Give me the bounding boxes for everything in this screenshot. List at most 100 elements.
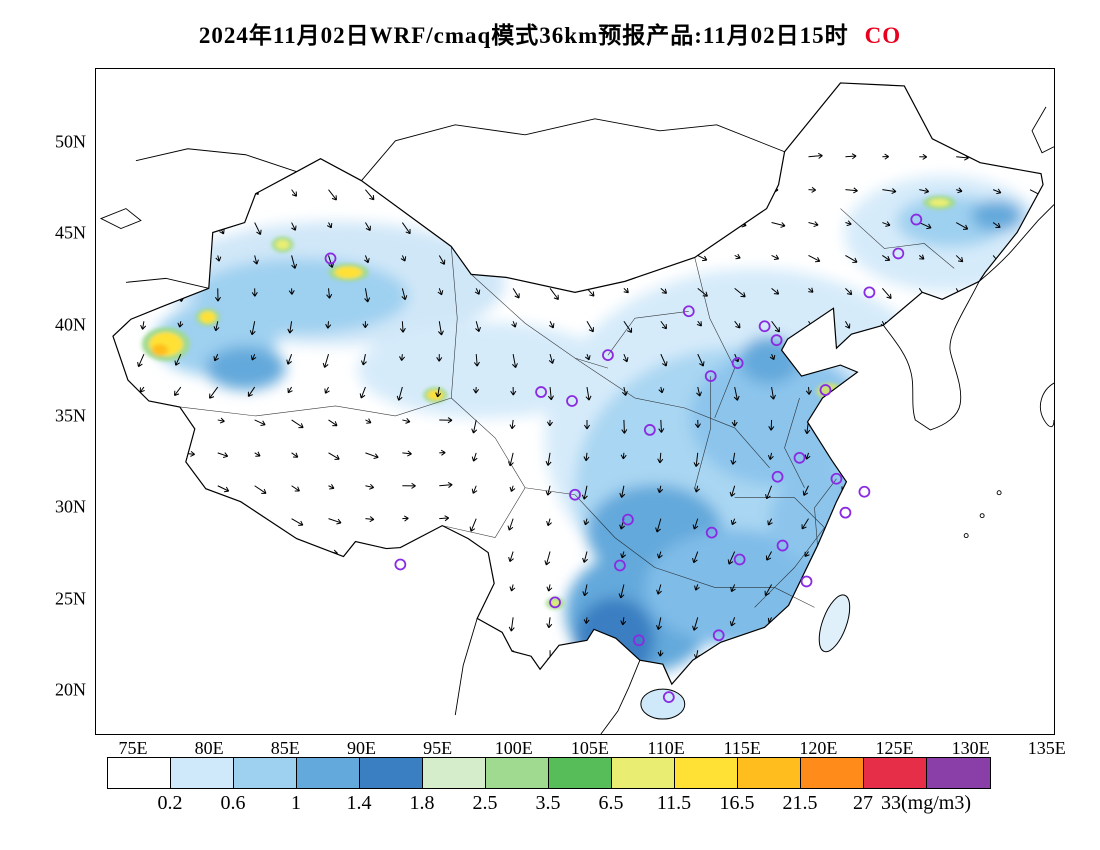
wind-arrow	[475, 189, 485, 196]
wind-arrow	[362, 321, 369, 329]
wind-arrow	[473, 387, 480, 394]
wind-arrow	[217, 452, 229, 458]
wind-arrow	[912, 616, 920, 624]
wind-arrow	[987, 550, 994, 556]
wind-arrow	[512, 288, 520, 299]
wind-arrow	[507, 518, 514, 531]
wind-arrow	[472, 551, 479, 558]
wind-arrow	[548, 321, 555, 329]
wind-arrow	[141, 288, 148, 298]
wind-arrow	[771, 320, 780, 333]
wind-arrow	[583, 650, 590, 665]
wind-arrow	[803, 617, 809, 626]
wind-arrow	[660, 154, 674, 161]
wind-arrow	[1017, 616, 1031, 626]
wind-arrow	[620, 452, 627, 460]
wind-arrow	[288, 288, 295, 295]
wind-arrow	[143, 516, 158, 523]
wind-arrow	[655, 518, 662, 533]
wind-arrow	[549, 222, 560, 229]
co-fill-blob	[357, 322, 613, 418]
wind-arrow	[511, 321, 517, 328]
wind-arrow	[401, 714, 412, 722]
wind-arrow	[657, 485, 664, 494]
wind-arrow	[987, 452, 994, 459]
wind-arrow	[623, 155, 638, 162]
wind-arrow	[984, 419, 994, 432]
wind-arrow	[437, 288, 444, 296]
wind-arrow	[620, 617, 627, 626]
wind-arrow	[1024, 649, 1031, 656]
wind-arrow	[143, 482, 151, 489]
colorbar-label-33(mg/m3): 33(mg/m3)	[881, 792, 971, 814]
wind-arrow	[177, 321, 184, 328]
co-fill-blob	[739, 336, 800, 385]
wind-arrow	[509, 584, 516, 592]
lon-label-85E: 85E	[270, 738, 300, 758]
wind-arrow	[697, 254, 708, 262]
wind-arrow	[729, 485, 736, 497]
wind-arrow	[142, 714, 154, 724]
wind-arrow	[694, 419, 701, 428]
wind-arrow	[217, 649, 231, 658]
wind-arrow	[215, 255, 222, 262]
wind-arrow	[733, 386, 740, 401]
wind-arrow	[845, 320, 851, 329]
wind-arrow	[512, 155, 521, 162]
lat-label-35N: 35N	[55, 405, 86, 426]
wind-arrow	[947, 649, 957, 660]
co-hotspot-blob	[929, 198, 950, 207]
station-marker	[793, 451, 806, 464]
wind-arrow	[919, 187, 930, 194]
lon-label-90E: 90E	[346, 738, 376, 758]
wind-arrow	[365, 613, 378, 620]
wind-arrow	[919, 222, 932, 230]
co-hotspot-blob	[199, 311, 216, 324]
lon-label-125E: 125E	[875, 738, 914, 758]
colorbar-label-2.5: 2.5	[472, 792, 498, 814]
co-fill-blob	[205, 346, 286, 391]
wind-arrow	[510, 650, 517, 658]
wind-arrow	[512, 255, 522, 265]
wind-arrow	[328, 581, 337, 588]
wind-arrow	[328, 255, 335, 268]
wind-arrow	[765, 650, 773, 663]
wind-arrow	[438, 714, 446, 722]
wind-arrow	[692, 617, 699, 631]
lat-label-20N: 20N	[55, 679, 86, 700]
wind-arrow	[328, 189, 337, 201]
wind-arrow	[253, 255, 259, 265]
lon-label-75E: 75E	[118, 738, 148, 758]
colorbar-label-1: 1	[291, 792, 301, 814]
wind-arrow	[174, 386, 182, 396]
lon-label-95E: 95E	[423, 738, 453, 758]
wind-arrow	[953, 354, 960, 361]
wind-arrow	[511, 683, 518, 685]
wind-arrow	[660, 353, 668, 367]
wind-arrow	[767, 518, 773, 526]
wind-arrow	[286, 353, 293, 365]
wind-arrow	[1024, 484, 1031, 490]
wind-arrow	[291, 583, 305, 590]
station-marker	[705, 526, 718, 539]
taiwan-island	[818, 594, 851, 653]
city-station-markers	[324, 213, 923, 703]
wind-arrow	[473, 650, 480, 657]
wind-arrow	[727, 551, 736, 565]
wind-arrow	[439, 449, 446, 456]
wind-arrow	[401, 189, 409, 197]
wind-arrow	[956, 154, 969, 161]
wind-arrow	[365, 483, 375, 490]
wind-arrow	[402, 648, 417, 655]
wind-arrow	[254, 551, 263, 557]
wind-arrow	[839, 452, 846, 464]
wind-arrow	[436, 354, 443, 362]
wind-arrow	[656, 551, 663, 559]
wind-arrow	[510, 387, 517, 396]
wind-arrow	[731, 419, 738, 427]
wind-arrow	[364, 255, 370, 264]
wind-arrow	[767, 452, 774, 460]
wind-arrow	[882, 153, 889, 160]
wind-arrow	[621, 386, 628, 396]
wind-arrow	[983, 682, 994, 685]
